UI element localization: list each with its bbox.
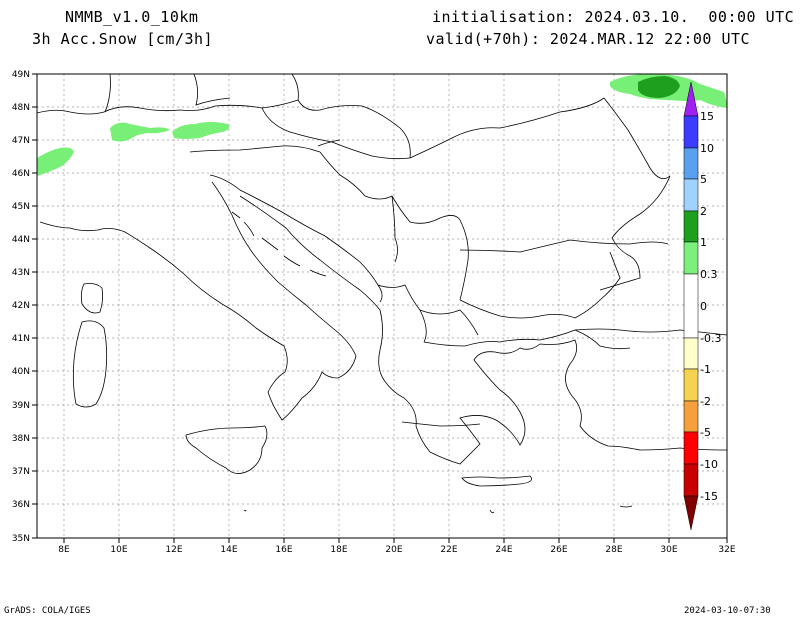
colorbar-label: 15	[700, 110, 714, 123]
lon-label: 14E	[220, 545, 237, 555]
lat-label: 42N	[12, 301, 30, 311]
axis-ticks	[32, 73, 728, 543]
snow-areas	[37, 74, 727, 176]
model-name: NMMB_v1.0_10km	[65, 8, 199, 26]
longitude-labels: 8E 10E 12E 14E 16E 18E 20E 22E 24E 26E 2…	[58, 545, 736, 555]
lat-label: 43N	[12, 268, 30, 278]
credit-text: GrADS: COLA/IGES	[4, 606, 91, 616]
variable-title: 3h Acc.Snow [cm/3h]	[32, 30, 214, 48]
lon-label: 32E	[718, 545, 735, 555]
lat-label: 40N	[12, 367, 30, 377]
lat-label: 41N	[12, 334, 30, 344]
colorbar-swatch-2	[683, 210, 699, 243]
lat-label: 35N	[12, 534, 30, 544]
lat-label: 44N	[12, 235, 30, 245]
colorbar-label: -0.3	[700, 332, 721, 345]
colorbar-label: -10	[700, 458, 718, 471]
lat-label: 38N	[12, 434, 30, 444]
lat-label: 47N	[12, 136, 30, 146]
lat-label: 49N	[12, 70, 30, 80]
lon-label: 28E	[605, 545, 622, 555]
colorbar-swatch-15	[683, 115, 699, 149]
lon-label: 20E	[385, 545, 402, 555]
snow-area-alps-west	[37, 147, 74, 176]
colorbar-label: 0.3	[700, 268, 718, 281]
lon-label: 24E	[495, 545, 512, 555]
snow-area-alps-central	[110, 122, 170, 142]
colorbar-labels: 15 10 5 2 1 0.3 0 -0.3 -1 -2 -5 -10 -15	[700, 110, 721, 503]
colorbar-label: 1	[700, 236, 707, 249]
colorbar-swatch-10	[683, 147, 699, 180]
init-time: initialisation: 2024.03.10. 00:00 UTC	[432, 8, 795, 26]
colorbar-swatch-m03	[683, 337, 699, 370]
colorbar-tip-bottom	[683, 495, 699, 531]
snow-area-alps-east	[172, 122, 230, 139]
lat-label: 36N	[12, 500, 30, 510]
lon-label: 10E	[110, 545, 127, 555]
lat-label: 46N	[12, 169, 30, 179]
lat-label: 37N	[12, 467, 30, 477]
colorbar-swatch-m2	[683, 400, 699, 433]
lon-label: 8E	[58, 545, 70, 555]
lon-label: 26E	[550, 545, 567, 555]
colorbar-label: 5	[700, 173, 707, 186]
colorbar-label: -1	[700, 363, 711, 376]
colorbar-swatch-5	[683, 178, 699, 212]
latitude-labels: 49N 48N 47N 46N 45N 44N 43N 42N 41N 40N …	[12, 70, 30, 544]
lat-label: 45N	[12, 202, 30, 212]
lon-label: 16E	[275, 545, 292, 555]
colorbar-label: 0	[700, 300, 707, 313]
render-timestamp: 2024-03-10-07:30	[684, 606, 771, 616]
colorbar-label: -2	[700, 395, 711, 408]
colorbar-swatch-m10	[683, 463, 699, 497]
lon-label: 22E	[440, 545, 457, 555]
colorbar	[683, 81, 699, 531]
snow-area-ukraine-heavy	[638, 76, 680, 98]
colorbar-label: 10	[700, 142, 714, 155]
colorbar-label: 2	[700, 205, 707, 218]
colorbar-label: -15	[700, 490, 718, 503]
coastlines	[39, 139, 728, 514]
lat-label: 48N	[12, 103, 30, 113]
grid-lines	[37, 74, 727, 538]
country-borders	[36, 73, 728, 347]
colorbar-label: -5	[700, 426, 711, 439]
lat-label: 39N	[12, 401, 30, 411]
colorbar-swatch-m5	[683, 431, 699, 465]
map-frame	[36, 73, 728, 539]
lon-label: 12E	[165, 545, 182, 555]
colorbar-swatch-1	[683, 241, 699, 275]
lon-label: 30E	[660, 545, 677, 555]
colorbar-swatch-0	[683, 273, 699, 339]
lon-label: 18E	[330, 545, 347, 555]
valid-time: valid(+70h): 2024.MAR.12 22:00 UTC	[426, 30, 751, 48]
colorbar-swatch-m1	[683, 368, 699, 402]
